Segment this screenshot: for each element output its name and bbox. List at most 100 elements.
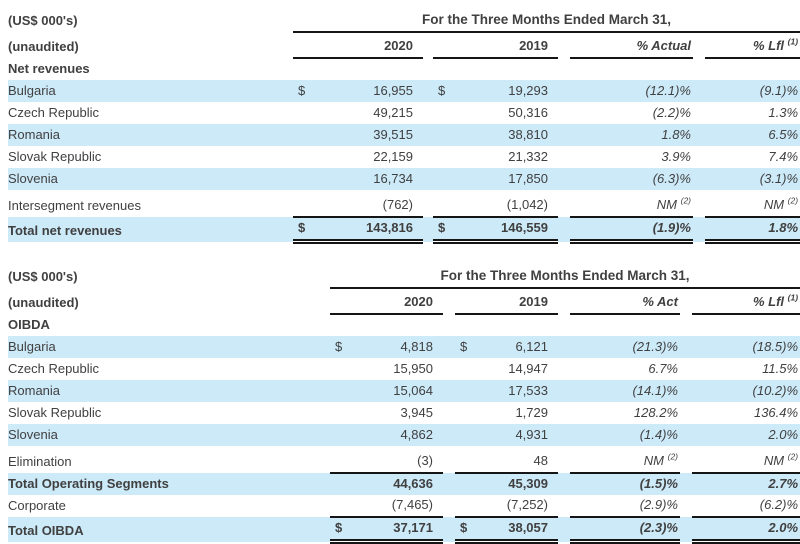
value-2020: $37,171 xyxy=(330,516,443,544)
pct-actual: (2.2)% xyxy=(652,105,691,120)
pct-actual: NM (2) xyxy=(656,195,691,212)
pct-actual: 6.7% xyxy=(648,361,678,376)
footnote-ref: (2) xyxy=(787,451,799,462)
column-header-2019: 2019 xyxy=(433,32,558,59)
currency-symbol: $ xyxy=(335,520,343,535)
units-label: (US$ 000's) xyxy=(8,269,78,284)
value-2019: 45,309 xyxy=(455,472,558,495)
footnote-ref: (2) xyxy=(787,195,799,206)
table-row-czech-republic: Czech Republic 49,215 50,316 (2.2)% 1.3% xyxy=(8,102,800,124)
value-2019: 50,316 xyxy=(508,105,548,120)
pct-actual: 1.8% xyxy=(661,127,691,142)
row-label: Total OIBDA xyxy=(8,522,84,538)
pct-lfl: NM (2) xyxy=(763,195,799,212)
value-2020: 49,215 xyxy=(373,105,413,120)
value-2019: 4,931 xyxy=(515,427,548,442)
row-label: Elimination xyxy=(8,454,72,469)
row-label: Slovenia xyxy=(8,427,58,442)
period-header: For the Three Months Ended March 31, xyxy=(330,262,800,289)
section-row: Net revenues xyxy=(8,58,800,80)
column-header-2020: 2020 xyxy=(293,32,423,59)
row-label: Czech Republic xyxy=(8,361,100,376)
value-2019: $146,559 xyxy=(433,216,558,244)
value-2020: 16,734 xyxy=(373,171,413,186)
pct-actual: (2.9)% xyxy=(639,497,678,512)
value-2019: 1,729 xyxy=(515,405,548,420)
column-header-pct-lfl: % Lfl (1) xyxy=(692,288,800,315)
net-revenues-table: (US$ 000's) For the Three Months Ended M… xyxy=(8,6,800,244)
value-2020: 15,064 xyxy=(393,383,433,398)
table-row-total-net-revenues: Total net revenues $143,816 $146,559 (1.… xyxy=(8,216,800,244)
pct-lfl: 1.3% xyxy=(768,105,799,120)
value-2019: (7,252) xyxy=(506,497,548,512)
section-title: OIBDA xyxy=(8,317,50,332)
pct-lfl: (9.1)% xyxy=(759,83,799,98)
row-label: Czech Republic xyxy=(8,105,100,120)
period-header: For the Three Months Ended March 31, xyxy=(293,6,800,33)
pct-actual: 128.2% xyxy=(633,405,678,420)
pct-lfl: 2.7% xyxy=(692,472,800,495)
footnote-ref: (1) xyxy=(787,292,799,303)
table-row-total-oibda: Total OIBDA $37,171 $38,057 (2.3)% 2.0% xyxy=(8,516,800,544)
table-header-row-columns: (unaudited) 2020 2019 % Actual % Lfl (1) xyxy=(8,32,800,59)
table-row-bulgaria: Bulgaria $16,955 $19,293 (12.1)% (9.1)% xyxy=(8,80,800,102)
units-label: (US$ 000's) xyxy=(8,13,78,28)
table-row-slovak-republic: Slovak Republic 22,159 21,332 3.9% 7.4% xyxy=(8,146,800,168)
value-2020: $143,816 xyxy=(293,216,423,244)
pct-lfl: 2.0% xyxy=(768,427,799,442)
currency-symbol: $ xyxy=(438,220,446,235)
value-2019: 17,533 xyxy=(508,383,548,398)
pct-lfl: (10.2)% xyxy=(752,383,799,398)
pct-lfl: 136.4% xyxy=(753,405,799,420)
value-2020: (3) xyxy=(417,453,433,468)
value-2019: $19,293 xyxy=(438,83,548,98)
column-header-pct-actual: % Actual xyxy=(570,32,693,59)
column-header-2020: 2020 xyxy=(330,288,443,315)
pct-actual: (12.1)% xyxy=(645,83,691,98)
value-2019: 14,947 xyxy=(508,361,548,376)
value-2020: $16,955 xyxy=(298,83,413,98)
table-row-romania: Romania 39,515 38,810 1.8% 6.5% xyxy=(8,124,800,146)
table-row-bulgaria: Bulgaria $4,818 $6,121 (21.3)% (18.5)% xyxy=(8,336,800,358)
row-label: Total net revenues xyxy=(8,222,122,238)
pct-lfl: 2.0% xyxy=(692,516,800,544)
pct-lfl: 6.5% xyxy=(768,127,799,142)
unaudited-label: (unaudited) xyxy=(8,295,79,310)
table-row-total-operating-segments: Total Operating Segments 44,636 45,309 (… xyxy=(8,472,800,495)
pct-actual: (6.3)% xyxy=(652,171,691,186)
row-label: Slovenia xyxy=(8,171,58,186)
value-2019: 17,850 xyxy=(508,171,548,186)
pct-actual: (14.1)% xyxy=(632,383,678,398)
value-2020: (762) xyxy=(382,197,413,212)
currency-symbol: $ xyxy=(460,339,468,354)
value-2019: $38,057 xyxy=(455,516,558,544)
value-2019: 38,810 xyxy=(508,127,548,142)
column-header-2019: 2019 xyxy=(455,288,558,315)
table-header-row-columns: (unaudited) 2020 2019 % Act % Lfl (1) xyxy=(8,288,800,315)
pct-actual: (21.3)% xyxy=(632,339,678,354)
table-row-slovenia: Slovenia 16,734 17,850 (6.3)% (3.1)% xyxy=(8,168,800,190)
value-2020: 44,636 xyxy=(330,472,443,495)
value-2020: 15,950 xyxy=(393,361,433,376)
row-label: Intersegment revenues xyxy=(8,198,141,213)
value-2019: 21,332 xyxy=(508,149,548,164)
currency-symbol: $ xyxy=(460,520,468,535)
section-title: Net revenues xyxy=(8,61,90,76)
value-2020: (7,465) xyxy=(391,497,433,512)
pct-actual: NM (2) xyxy=(643,451,678,468)
column-header-pct-actual: % Act xyxy=(570,288,680,315)
table-header-row-period: (US$ 000's) For the Three Months Ended M… xyxy=(8,6,800,33)
table-row-intersegment-revenues: Intersegment revenues (762) (1,042) NM (… xyxy=(8,195,800,217)
row-label: Slovak Republic xyxy=(8,405,102,420)
row-label: Corporate xyxy=(8,498,66,513)
currency-symbol: $ xyxy=(438,83,446,98)
footnote-ref: (2) xyxy=(667,451,678,462)
pct-lfl: (18.5)% xyxy=(752,339,799,354)
value-2020: 3,945 xyxy=(400,405,433,420)
table-row-czech-republic: Czech Republic 15,950 14,947 6.7% 11.5% xyxy=(8,358,800,380)
pct-lfl: 7.4% xyxy=(768,149,799,164)
pct-lfl: (3.1)% xyxy=(759,171,799,186)
table-row-elimination: Elimination (3) 48 NM (2) NM (2) xyxy=(8,451,800,473)
pct-actual: (1.5)% xyxy=(570,472,680,495)
